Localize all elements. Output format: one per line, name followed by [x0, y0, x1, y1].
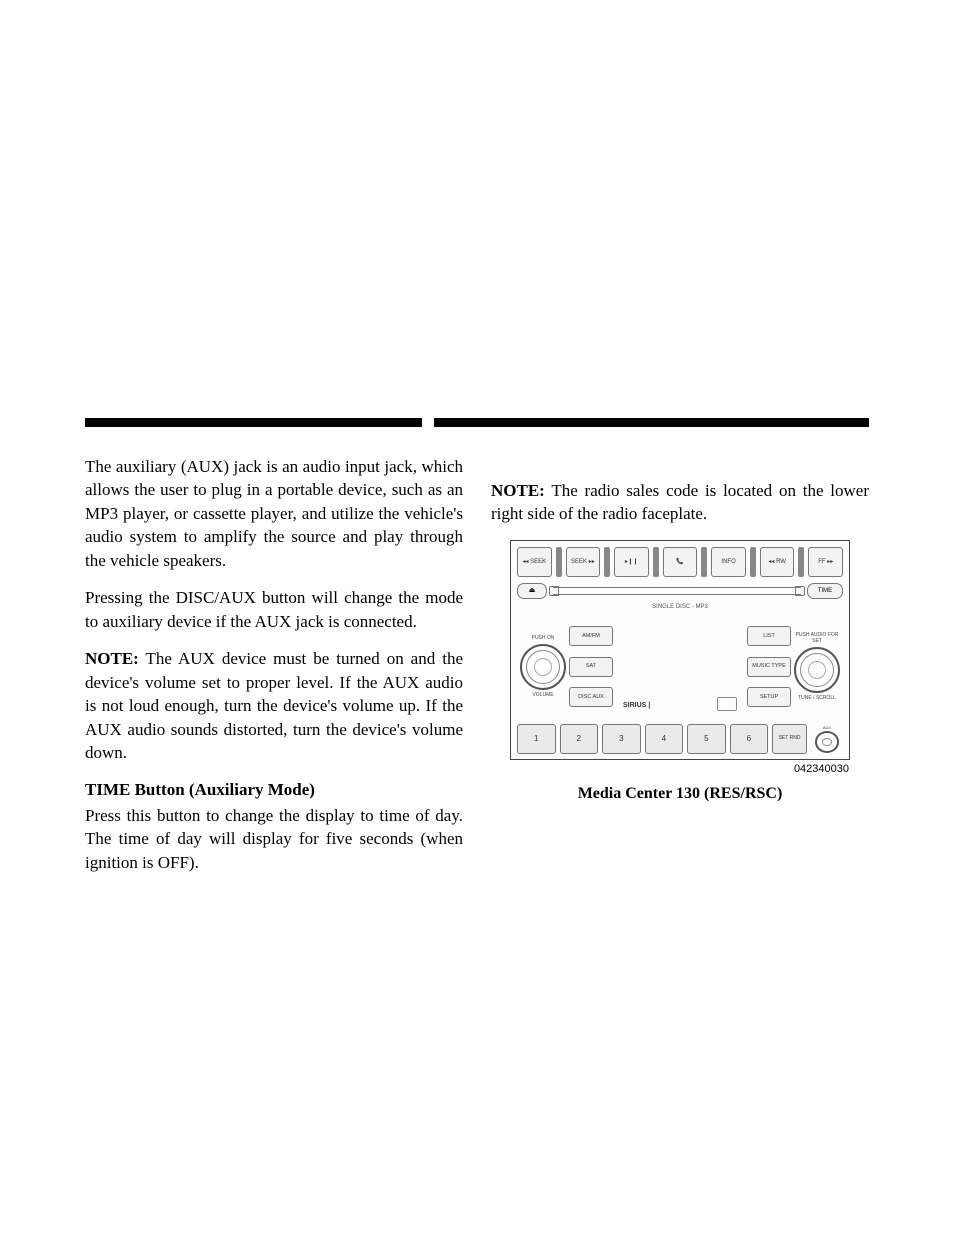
left-btn-col: AM/FM SAT DISC AUX: [569, 617, 613, 717]
sat-button[interactable]: SAT: [569, 657, 613, 677]
separator: [750, 547, 756, 577]
amfm-button[interactable]: AM/FM: [569, 626, 613, 646]
preset-row: 1 2 3 4 5 6 SET RND AUX: [517, 724, 843, 754]
separator: [798, 547, 804, 577]
note-aux: NOTE: The AUX device must be turned on a…: [85, 647, 463, 764]
para-disc-aux: Pressing the DISC/AUX button will change…: [85, 586, 463, 633]
heading-time-button: TIME Button (Auxiliary Mode): [85, 778, 463, 801]
left-column: The auxiliary (AUX) jack is an audio inp…: [85, 455, 463, 874]
info-button[interactable]: INFO: [711, 547, 746, 577]
preset-6[interactable]: 6: [730, 724, 769, 754]
separator: [653, 547, 659, 577]
volume-knob-col: PUSH ON VOLUME: [517, 617, 569, 717]
figure-wrap: ◂◂ SEEK SEEK ▸▸ ▸❙❙ 📞 INFO ◂◂ RW FF ▸▸: [491, 540, 869, 805]
phone-button[interactable]: 📞: [663, 547, 698, 577]
seek-fwd-button[interactable]: SEEK ▸▸: [566, 547, 601, 577]
sirius-logo: SIRIUS❘: [623, 701, 652, 711]
play-pause-button[interactable]: ▸❙❙: [614, 547, 649, 577]
separator: [556, 547, 562, 577]
radio-faceplate: ◂◂ SEEK SEEK ▸▸ ▸❙❙ 📞 INFO ◂◂ RW FF ▸▸: [510, 540, 850, 760]
para-aux-jack: The auxiliary (AUX) jack is an audio inp…: [85, 455, 463, 572]
figure-caption: Media Center 130 (RES/RSC): [491, 783, 869, 805]
page: The auxiliary (AUX) jack is an audio inp…: [0, 0, 954, 1235]
slot-label: SINGLE DISC - MP3: [511, 603, 849, 611]
note-label-right: NOTE:: [491, 481, 545, 500]
set-rnd-button[interactable]: SET RND: [772, 724, 807, 754]
radio-display: SIRIUS❘: [617, 619, 743, 715]
disc-slot-row: ⏏ TIME: [517, 583, 843, 599]
tune-knob-col: PUSH AUDIO FOR SET TUNE / SCROLL: [791, 617, 843, 717]
disc-slot[interactable]: [553, 587, 801, 595]
preset-2[interactable]: 2: [560, 724, 599, 754]
right-btn-col: LIST MUSIC TYPE SETUP: [747, 617, 791, 717]
list-button[interactable]: LIST: [747, 626, 791, 646]
note-body-right: The radio sales code is located on the l…: [491, 481, 869, 523]
content-columns: The auxiliary (AUX) jack is an audio inp…: [85, 455, 869, 874]
preset-4[interactable]: 4: [645, 724, 684, 754]
ff-button[interactable]: FF ▸▸: [808, 547, 843, 577]
knob-right-bottom-label: TUNE / SCROLL: [798, 695, 836, 702]
preset-1[interactable]: 1: [517, 724, 556, 754]
eject-button[interactable]: ⏏: [517, 583, 547, 599]
separator: [604, 547, 610, 577]
time-button[interactable]: TIME: [807, 583, 843, 599]
seek-back-button[interactable]: ◂◂ SEEK: [517, 547, 552, 577]
aux-label: AUX: [823, 725, 831, 731]
figure-number: 042340030: [511, 762, 849, 777]
note-body: The AUX device must be turned on and the…: [85, 649, 463, 762]
right-column: NOTE: The radio sales code is located on…: [491, 455, 869, 874]
tune-knob[interactable]: [794, 647, 840, 693]
note-label: NOTE:: [85, 649, 139, 668]
disc-aux-button[interactable]: DISC AUX: [569, 687, 613, 707]
volume-knob[interactable]: [520, 644, 566, 690]
aux-port[interactable]: AUX: [811, 725, 843, 753]
radio-top-row: ◂◂ SEEK SEEK ▸▸ ▸❙❙ 📞 INFO ◂◂ RW FF ▸▸: [517, 547, 843, 577]
preset-5[interactable]: 5: [687, 724, 726, 754]
header-rule: [85, 418, 869, 427]
music-type-button[interactable]: MUSIC TYPE: [747, 657, 791, 677]
radio-mid: PUSH ON VOLUME AM/FM SAT DISC AUX SIRIUS…: [517, 617, 843, 717]
display-icon: [717, 697, 737, 711]
knob-right-top-label: PUSH AUDIO FOR SET: [791, 632, 843, 646]
knob-left-bottom-label: VOLUME: [532, 692, 553, 699]
header-rule-gap: [422, 418, 434, 427]
preset-3[interactable]: 3: [602, 724, 641, 754]
setup-button[interactable]: SETUP: [747, 687, 791, 707]
knob-left-top-label: PUSH ON: [532, 635, 555, 642]
note-sales-code: NOTE: The radio sales code is located on…: [491, 479, 869, 526]
para-time-button: Press this button to change the display …: [85, 804, 463, 874]
aux-jack-icon: [815, 731, 839, 752]
separator: [701, 547, 707, 577]
rw-button[interactable]: ◂◂ RW: [760, 547, 795, 577]
